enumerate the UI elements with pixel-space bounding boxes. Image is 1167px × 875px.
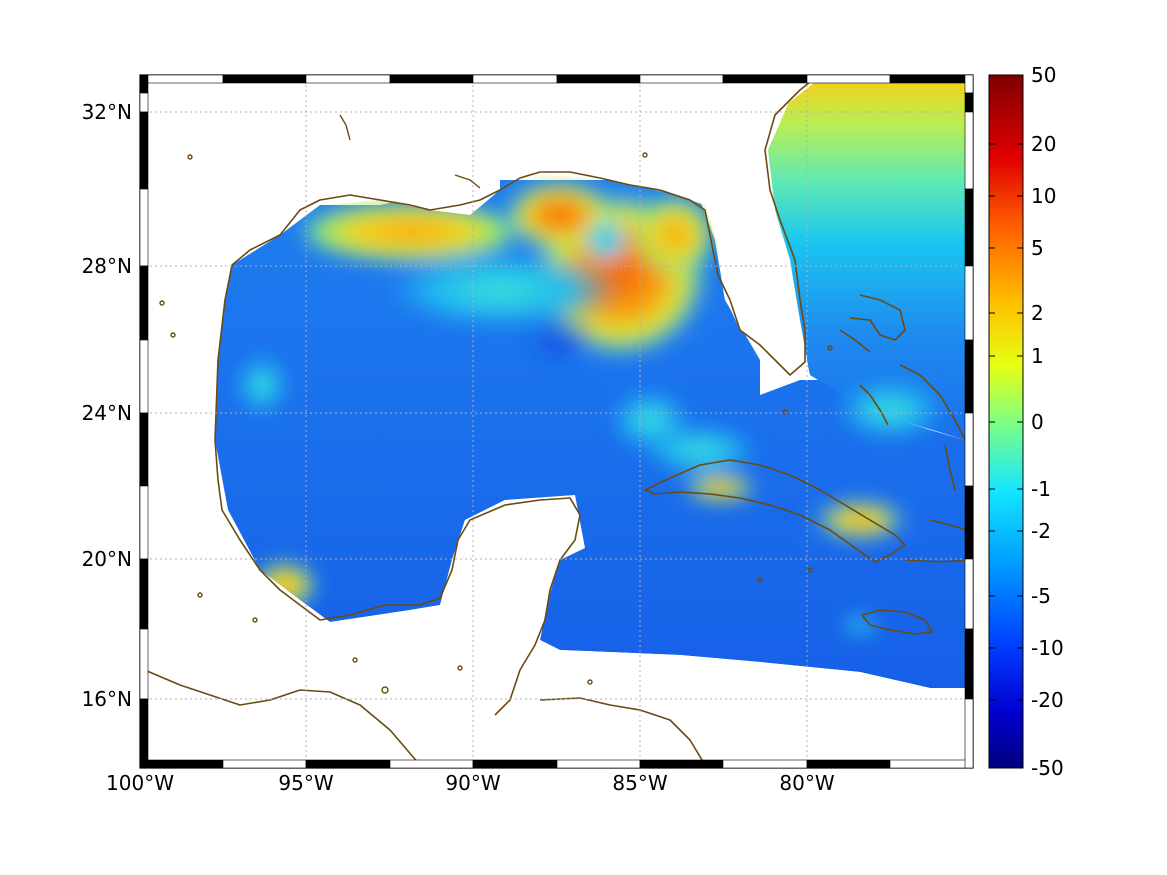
lat-label-24N: 24°N — [82, 401, 132, 425]
lon-label-90W: 90°W — [445, 771, 500, 795]
frame-segment — [722, 759, 808, 769]
frame-left-border — [139, 74, 149, 769]
frame-segment — [556, 759, 641, 769]
frame-segment — [139, 698, 149, 769]
frame-segment — [639, 759, 724, 769]
frame-segment — [472, 74, 558, 84]
frame-segment — [139, 188, 149, 267]
lon-label-85W: 85°W — [612, 771, 667, 795]
colorbar-label: 20 — [1031, 132, 1056, 156]
lat-label-32N: 32°N — [82, 100, 132, 124]
frame-segment — [139, 339, 149, 414]
frame-segment — [139, 111, 149, 190]
frame-segment — [964, 412, 974, 487]
frame-segment — [139, 92, 149, 113]
frame-segment — [305, 759, 391, 769]
frame-segment — [139, 412, 149, 487]
colorbar-label: -20 — [1031, 688, 1064, 712]
frame-segment — [556, 74, 641, 84]
anomaly-field — [140, 75, 973, 768]
colorbar-label: 0 — [1031, 410, 1044, 434]
frame-segment — [964, 485, 974, 560]
frame-segment — [964, 188, 974, 267]
frame-segment — [964, 558, 974, 630]
colorbar-ticks — [989, 74, 1023, 769]
frame-right-border — [964, 74, 974, 769]
colorbar-label: 1 — [1031, 344, 1044, 368]
frame-segment — [964, 628, 974, 700]
frame-segment — [639, 74, 724, 84]
lat-label-28N: 28°N — [82, 254, 132, 278]
frame-segment — [139, 265, 149, 341]
frame-top-border — [139, 74, 974, 84]
frame-segment — [222, 759, 307, 769]
frame-segment — [964, 111, 974, 190]
frame-segment — [139, 74, 149, 94]
colorbar-label: -2 — [1031, 519, 1051, 543]
colorbar-label: 2 — [1031, 301, 1044, 325]
map-frame — [139, 74, 974, 769]
frame-segment — [964, 92, 974, 113]
frame-segment — [139, 485, 149, 560]
colorbar-label: -5 — [1031, 584, 1051, 608]
frame-segment — [806, 74, 891, 84]
colorbar-label: 5 — [1031, 236, 1044, 260]
frame-segment — [964, 265, 974, 341]
frame-segment — [139, 74, 224, 84]
lat-label-20N: 20°N — [82, 547, 132, 571]
lon-label-95W: 95°W — [278, 771, 333, 795]
frame-segment — [139, 759, 224, 769]
longitude-labels: 100°W 95°W 90°W 85°W 80°W — [106, 771, 835, 795]
frame-segment — [139, 628, 149, 700]
frame-segment — [139, 558, 149, 630]
frame-bottom-border — [139, 759, 974, 769]
frame-segment — [964, 698, 974, 769]
frame-segment — [889, 74, 974, 84]
frame-segment — [964, 74, 974, 94]
frame-segment — [889, 759, 974, 769]
colorbar-label: -50 — [1031, 756, 1064, 780]
frame-segment — [964, 339, 974, 414]
colorbar-label: 50 — [1031, 63, 1056, 87]
map-gridlines — [140, 75, 973, 768]
lon-label-100W: 100°W — [106, 771, 174, 795]
colorbar-label: -1 — [1031, 477, 1051, 501]
frame-segment — [389, 74, 474, 84]
frame-segment — [806, 759, 891, 769]
colorbar-label: 10 — [1031, 184, 1056, 208]
frame-segment — [305, 74, 391, 84]
frame-segment — [472, 759, 558, 769]
lon-label-80W: 80°W — [779, 771, 834, 795]
frame-segment — [389, 759, 474, 769]
colorbar-label: -10 — [1031, 636, 1064, 660]
frame-segment — [722, 74, 808, 84]
frame-segment — [222, 74, 307, 84]
lat-label-16N: 16°N — [82, 687, 132, 711]
latitude-labels: 32°N 28°N 24°N 20°N 16°N — [82, 100, 132, 711]
